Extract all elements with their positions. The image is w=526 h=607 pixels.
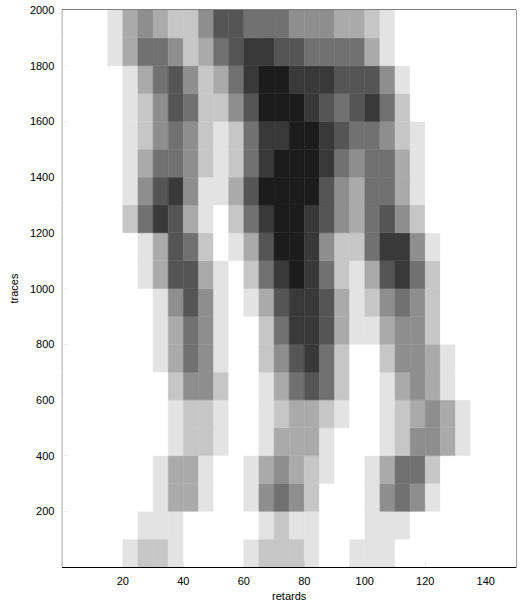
svg-text:80: 80: [298, 575, 310, 587]
svg-text:1800: 1800: [30, 60, 54, 72]
svg-text:600: 600: [36, 394, 54, 406]
svg-text:retards: retards: [272, 590, 307, 602]
svg-text:2000: 2000: [30, 4, 54, 16]
svg-text:140: 140: [477, 575, 495, 587]
svg-text:traces: traces: [8, 273, 20, 303]
svg-text:40: 40: [177, 575, 189, 587]
svg-text:1000: 1000: [30, 283, 54, 295]
svg-text:800: 800: [36, 338, 54, 350]
svg-text:120: 120: [416, 575, 434, 587]
svg-text:1600: 1600: [30, 115, 54, 127]
svg-text:200: 200: [36, 505, 54, 517]
svg-text:20: 20: [117, 575, 129, 587]
svg-text:60: 60: [238, 575, 250, 587]
svg-text:1200: 1200: [30, 227, 54, 239]
svg-text:100: 100: [356, 575, 374, 587]
svg-text:400: 400: [36, 450, 54, 462]
svg-text:1400: 1400: [30, 171, 54, 183]
